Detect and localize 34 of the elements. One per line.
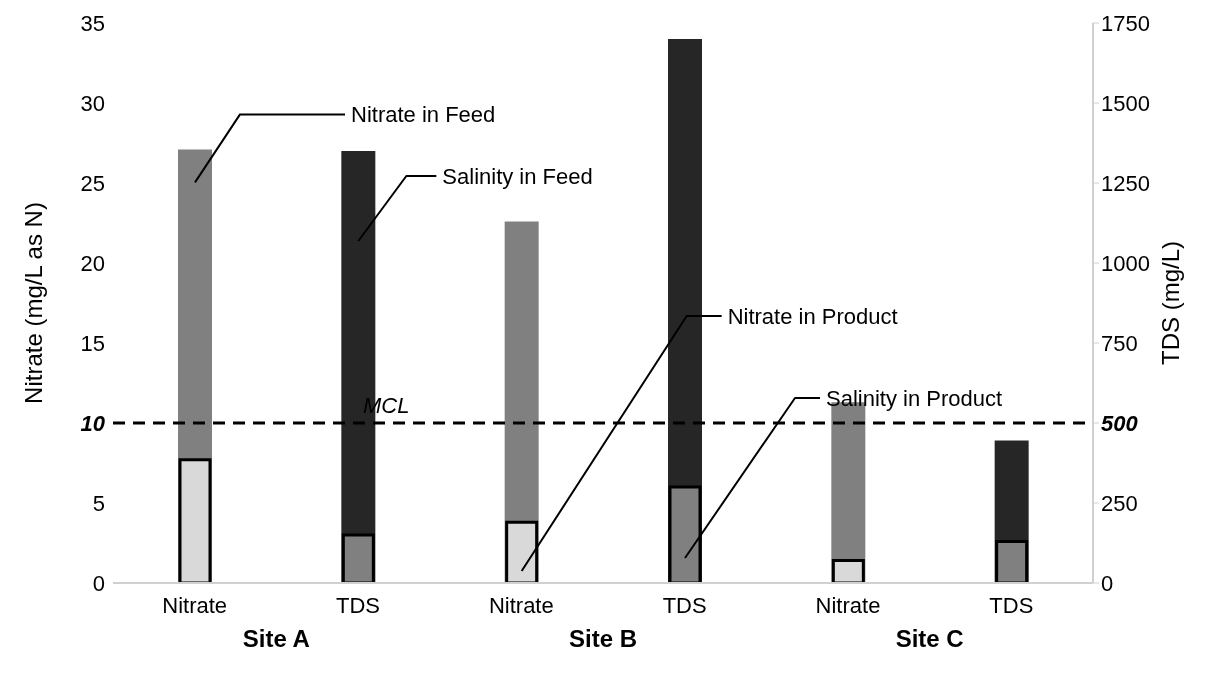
y-tick-label: 0 <box>92 571 105 596</box>
y2-tick-label: 1750 <box>1101 11 1150 36</box>
y-tick-label: 35 <box>80 11 105 36</box>
y-axis-title: Nitrate (mg/L as N) <box>19 202 47 404</box>
y-tick-label: 30 <box>80 91 105 116</box>
x-tick-label: Nitrate <box>815 593 881 618</box>
y2-tick-label: 1000 <box>1101 251 1150 276</box>
y2-tick-label: 0 <box>1101 571 1114 596</box>
text: Site A <box>242 625 310 652</box>
text: Nitrate in Feed <box>351 102 496 128</box>
y2-tick-label: 250 <box>1101 491 1138 516</box>
y2-tick-label: 1500 <box>1101 91 1150 116</box>
text: Site B <box>568 625 638 652</box>
text: Site C <box>895 625 964 652</box>
y2-tick-label: 500 <box>1101 411 1139 436</box>
x-tick-label: TDS <box>989 593 1034 618</box>
bar <box>995 539 1029 583</box>
y2-axis-title: TDS (mg/L) <box>1156 240 1184 366</box>
x-tick-label: Nitrate <box>162 593 228 618</box>
y2-tick-label: 750 <box>1101 331 1138 356</box>
x-tick-label: Nitrate <box>488 593 554 618</box>
y-tick-label: 10 <box>80 411 106 436</box>
x-tick-label: TDS <box>336 593 380 618</box>
x-tick-label: TDS <box>662 593 707 618</box>
bar <box>668 485 702 583</box>
y-tick-label: 5 <box>92 491 105 516</box>
bar <box>341 533 375 583</box>
text: Salinity in Feed <box>442 164 593 189</box>
text: Nitrate in Product <box>727 304 898 329</box>
y-tick-label: 25 <box>80 171 105 196</box>
y2-tick-label: 1250 <box>1101 171 1150 196</box>
y-tick-label: 20 <box>80 251 105 276</box>
y-tick-label: 15 <box>80 331 105 356</box>
text: Salinity in Product <box>826 386 1003 411</box>
